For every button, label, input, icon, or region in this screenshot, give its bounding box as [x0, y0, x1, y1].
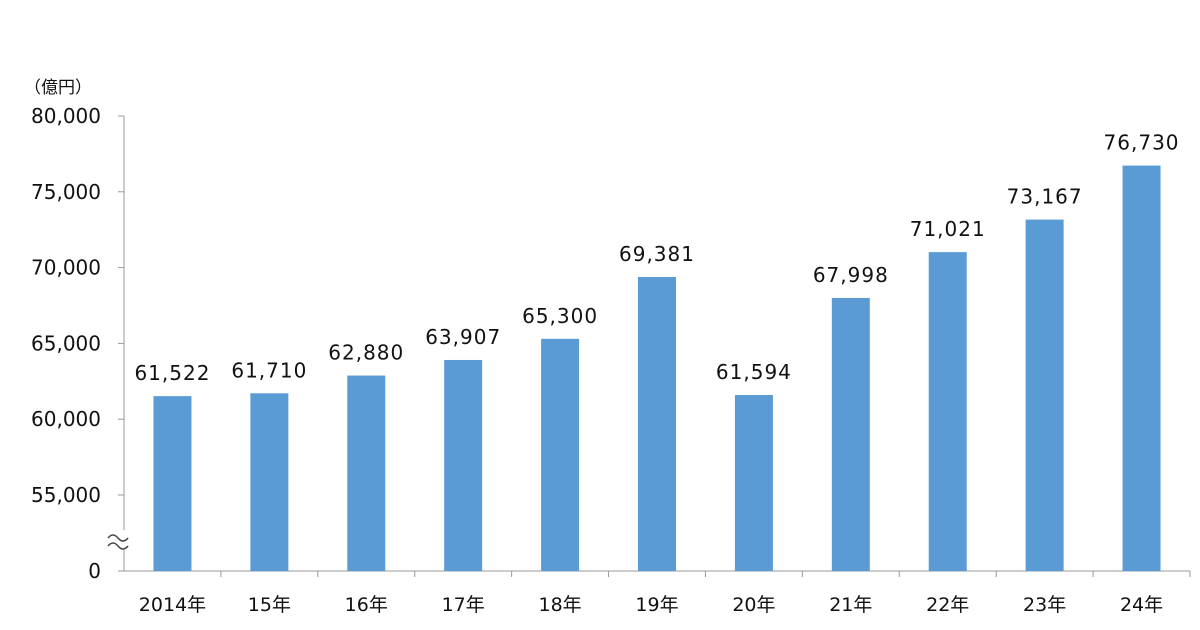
x-tick-label: 20年	[732, 594, 775, 616]
y-tick-label: 55,000	[31, 483, 101, 507]
axis-break-wave	[107, 542, 129, 550]
data-label: 76,730	[1104, 131, 1180, 155]
y-tick-label: 65,000	[31, 331, 101, 355]
y-tick-label: 70,000	[31, 256, 101, 280]
data-label: 63,907	[425, 325, 501, 349]
data-label: 67,998	[813, 263, 889, 287]
data-label: 61,710	[231, 358, 307, 382]
y-tick-label: 0	[88, 559, 101, 583]
x-tick-labels: 2014年 15年 16年 17年 18年 19年 20年 21年 22年 23年 24年	[139, 571, 1191, 616]
x-tick-label: 17年	[442, 594, 485, 616]
y-axis-unit-label: （億円）	[24, 78, 92, 98]
axis-break-wave	[107, 534, 129, 542]
axis-break-gap	[110, 530, 136, 550]
bar	[928, 252, 967, 571]
y-tick-label: 60,000	[31, 407, 101, 431]
bar	[541, 338, 580, 571]
x-tick-label: 16年	[345, 594, 388, 616]
data-label: 69,381	[619, 242, 695, 266]
bars	[153, 165, 1161, 572]
x-tick-label: 18年	[538, 594, 581, 616]
x-tick-label: 2014年	[139, 594, 206, 616]
x-tick-label: 22年	[926, 594, 969, 616]
bar	[638, 276, 676, 571]
data-labels: 61,522 61,710 62,880 63,907 65,300 69,381 61,5…	[134, 131, 1180, 386]
x-tick-label: 19年	[635, 594, 678, 616]
data-label: 73,167	[1007, 185, 1083, 209]
y-tick-label: 80,000	[31, 104, 101, 128]
bar	[153, 396, 192, 571]
data-label: 61,522	[134, 361, 210, 385]
data-label: 71,021	[910, 217, 986, 241]
axis-break-icon	[107, 530, 136, 550]
y-tick-label: 75,000	[31, 180, 101, 204]
data-label: 62,880	[328, 341, 404, 365]
bar	[1122, 165, 1161, 572]
bar	[1025, 219, 1064, 571]
x-tick-label: 23年	[1023, 594, 1066, 616]
bar	[734, 395, 773, 571]
bar	[831, 297, 870, 571]
x-tick-label: 24年	[1120, 594, 1163, 616]
bar	[347, 375, 386, 571]
y-tick-labels: 0 55,000 60,000 65,000 70,000 75,000 80,000	[31, 104, 124, 583]
x-tick-label: 15年	[248, 594, 291, 616]
bar	[444, 359, 483, 571]
x-tick-label: 21年	[829, 594, 872, 616]
data-label: 61,594	[716, 360, 792, 384]
data-label: 65,300	[522, 304, 598, 328]
bar	[250, 393, 289, 571]
